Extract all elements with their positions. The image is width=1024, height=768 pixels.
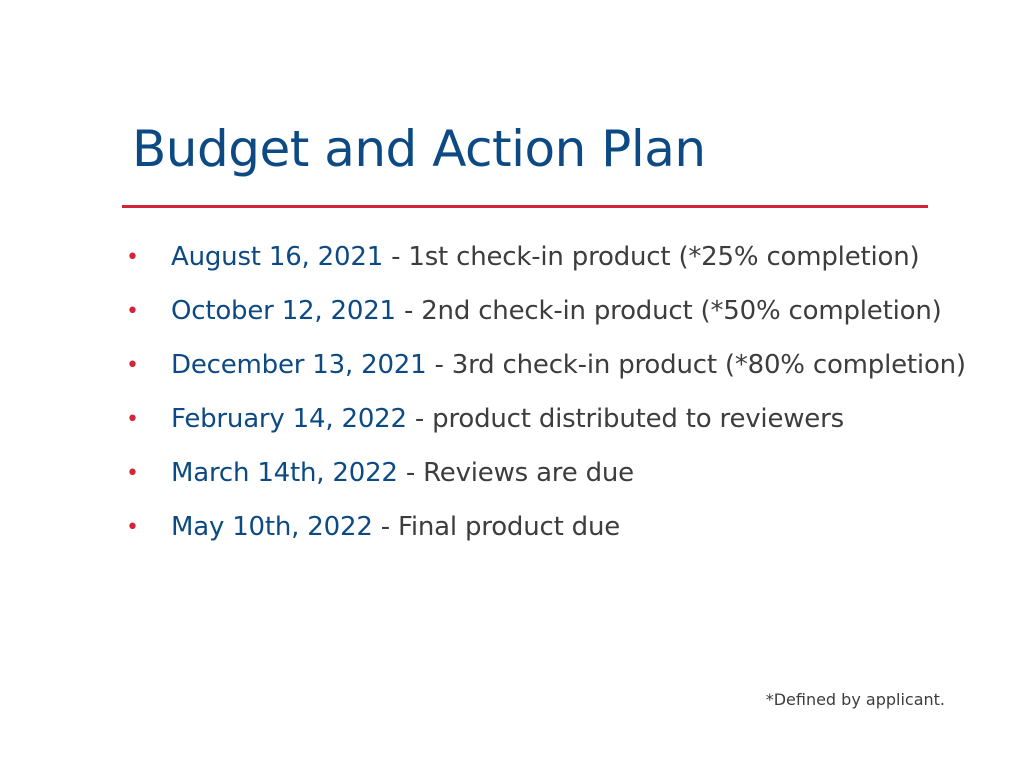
timeline-date: December 13, 2021 <box>171 350 427 380</box>
bullet-dot-icon: • <box>126 353 139 378</box>
timeline-date: May 10th, 2022 <box>171 512 373 542</box>
slide-title: Budget and Action Plan <box>132 120 706 178</box>
bullet-dot-icon: • <box>126 461 139 486</box>
timeline-item: • February 14, 2022 - product distribute… <box>126 398 976 441</box>
title-divider <box>122 205 928 208</box>
timeline-date: March 14th, 2022 <box>171 458 398 488</box>
bullet-dot-icon: • <box>126 407 139 432</box>
bullet-dot-icon: • <box>126 515 139 540</box>
bullet-dot-icon: • <box>126 245 139 270</box>
timeline-description: - 3rd check-in product (*80% completion) <box>426 350 967 380</box>
timeline-item: • October 12, 2021 - 2nd check-in produc… <box>126 290 976 333</box>
footnote: *Defined by applicant. <box>765 690 945 709</box>
timeline-list: • August 16, 2021 - 1st check-in product… <box>126 236 976 560</box>
timeline-description: - Final product due <box>372 512 621 542</box>
timeline-date: February 14, 2022 <box>171 404 407 434</box>
timeline-item: • December 13, 2021 - 3rd check-in produ… <box>126 344 976 387</box>
bullet-dot-icon: • <box>126 299 139 324</box>
timeline-date: October 12, 2021 <box>171 296 396 326</box>
timeline-item: • May 10th, 2022 - Final product due <box>126 506 976 549</box>
timeline-item: • March 14th, 2022 - Reviews are due <box>126 452 976 495</box>
timeline-description: - Reviews are due <box>397 458 634 488</box>
timeline-item: • August 16, 2021 - 1st check-in product… <box>126 236 976 279</box>
timeline-description: - 1st check-in product (*25% completion) <box>383 242 920 272</box>
timeline-description: - product distributed to reviewers <box>406 404 844 434</box>
timeline-date: August 16, 2021 <box>171 242 384 272</box>
timeline-description: - 2nd check-in product (*50% completion) <box>395 296 942 326</box>
